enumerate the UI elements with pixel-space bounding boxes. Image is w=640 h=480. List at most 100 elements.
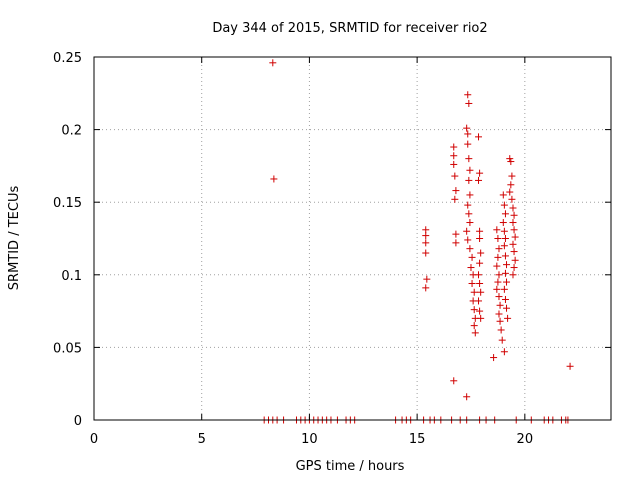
data-point (422, 232, 430, 240)
data-point (510, 211, 518, 219)
data-point (466, 245, 474, 253)
data-point (509, 219, 517, 227)
data-point (476, 259, 484, 267)
data-point (422, 249, 430, 257)
data-point (498, 336, 506, 344)
data-point (497, 326, 505, 334)
data-point (270, 175, 278, 183)
data-point (496, 317, 504, 325)
data-point (506, 188, 514, 196)
y-tick-label: 0.1 (61, 269, 82, 284)
data-point (510, 226, 518, 234)
data-point (501, 235, 509, 242)
data-point (465, 155, 473, 163)
data-point (503, 304, 511, 312)
data-point (475, 297, 483, 305)
y-tick-label: 0.2 (61, 124, 82, 139)
y-tick-label: 0.15 (53, 196, 82, 211)
data-point (476, 235, 484, 242)
data-point (494, 278, 502, 286)
data-point (508, 172, 516, 180)
data-point (495, 310, 503, 318)
data-point (495, 293, 503, 301)
data-point (476, 169, 484, 177)
data-point (464, 201, 472, 209)
data-point (490, 354, 498, 362)
data-point (500, 201, 508, 209)
data-point (475, 133, 483, 141)
data-point (466, 219, 474, 227)
data-point (506, 155, 514, 163)
data-point (422, 284, 430, 292)
data-point (463, 393, 471, 401)
data-point (495, 245, 503, 253)
data-point (450, 143, 458, 151)
data-point (477, 288, 485, 296)
y-tick-label: 0.05 (53, 341, 82, 356)
y-axis-label: SRMTID / TECUs (7, 186, 22, 291)
data-point (463, 124, 471, 132)
data-point (510, 264, 518, 272)
data-point (464, 140, 472, 148)
data-point (493, 285, 501, 293)
data-point (475, 176, 483, 184)
data-point (465, 176, 473, 184)
data-point (422, 239, 430, 247)
data-point (493, 226, 501, 234)
data-point (475, 271, 483, 279)
data-point (466, 191, 474, 199)
x-tick-label: 5 (198, 432, 206, 447)
data-point (476, 307, 484, 315)
data-point (504, 314, 512, 322)
x-tick-label: 20 (517, 432, 534, 447)
data-point (476, 280, 484, 288)
x-tick-label: 10 (301, 432, 318, 447)
data-point (495, 271, 503, 279)
data-point (463, 227, 471, 235)
x-tick-label: 0 (90, 432, 98, 447)
data-point (508, 195, 516, 203)
data-point (503, 261, 511, 269)
data-point (452, 239, 460, 247)
data-point (509, 240, 517, 248)
data-point (465, 99, 473, 107)
gridlines (94, 57, 611, 420)
data-point (470, 306, 478, 314)
y-tick-label: 0 (74, 414, 82, 429)
data-point (566, 362, 574, 370)
data-point (501, 210, 509, 218)
data-point (464, 236, 472, 244)
data-point (507, 158, 515, 166)
data-point (450, 152, 458, 160)
data-point (467, 264, 475, 272)
data-point (509, 271, 517, 279)
data-point (511, 233, 519, 241)
data-point (500, 227, 508, 235)
data-point (464, 91, 472, 99)
data-point (423, 275, 431, 283)
data-point (452, 187, 460, 195)
data-point (500, 242, 508, 250)
data-point (452, 230, 460, 238)
data-point (470, 288, 478, 296)
data-point (500, 348, 508, 356)
data-point (450, 377, 458, 385)
data-point (503, 278, 511, 286)
data-point (468, 253, 476, 261)
data-point (501, 295, 509, 303)
chart-title: Day 344 of 2015, SRMTID for receiver rio… (212, 21, 487, 36)
data-point (501, 269, 509, 277)
data-point (471, 329, 479, 337)
data-point (501, 252, 509, 260)
data-point (451, 195, 459, 203)
y-tick-label: 0.25 (53, 51, 82, 66)
data-point (494, 253, 502, 261)
data-point (507, 181, 515, 189)
data-point (468, 280, 476, 288)
data-point (499, 191, 507, 199)
data-point (451, 172, 459, 180)
x-tick-label: 15 (409, 432, 426, 447)
data-point (500, 285, 508, 293)
data-point (493, 262, 501, 270)
axis-ticks: 0 5 10 15 20 0 0.05 0.1 0.15 0.2 0.25 (53, 51, 611, 447)
